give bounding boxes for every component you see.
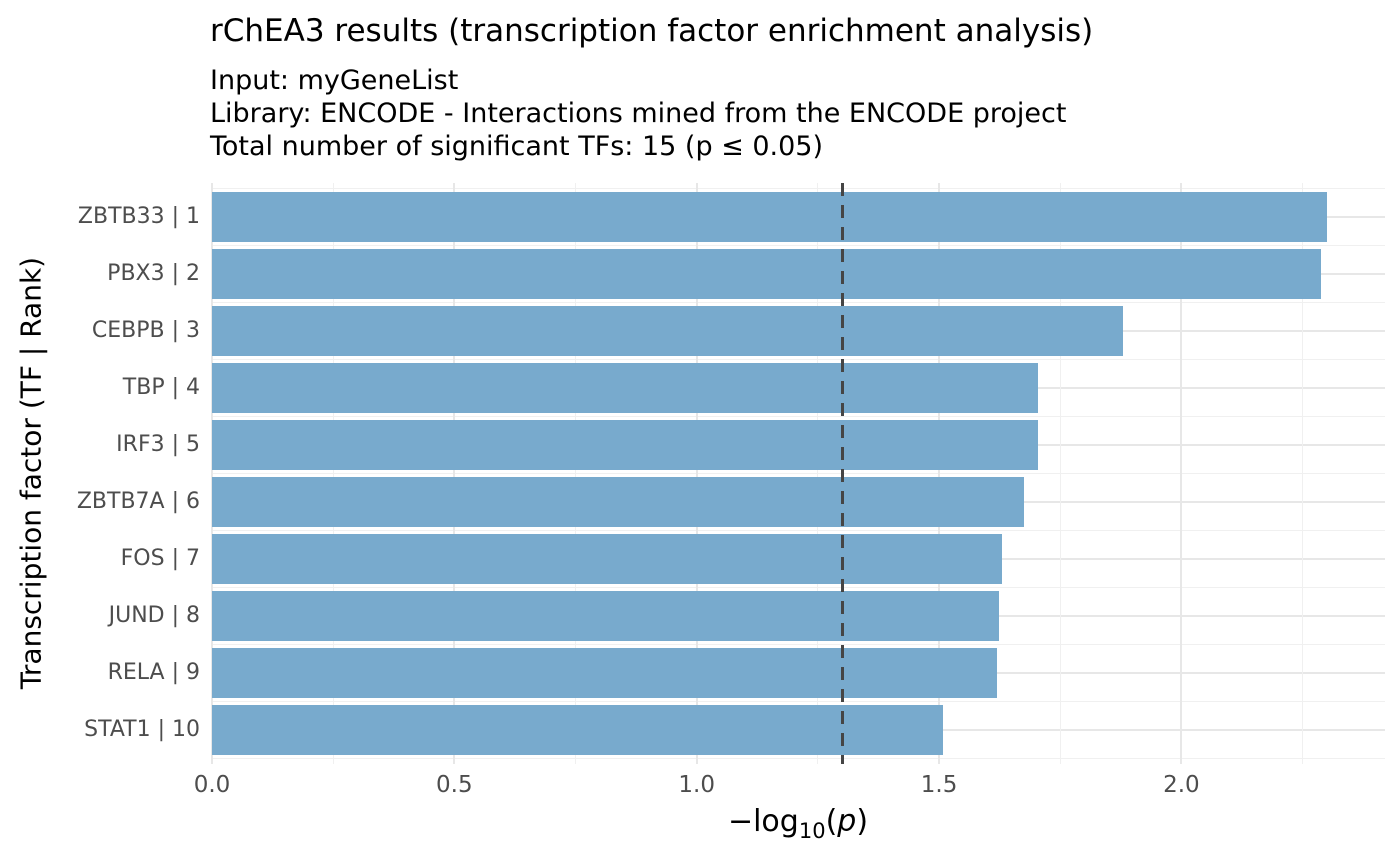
bar-zbtb7a bbox=[212, 477, 1025, 527]
gridline-y-minor bbox=[212, 245, 1385, 246]
x-axis-title-subscript: 10 bbox=[798, 819, 826, 843]
gridline-x-minor bbox=[1059, 183, 1061, 764]
gridline-x-minor bbox=[1302, 183, 1304, 764]
y-tick-label: FOS | 7 bbox=[120, 546, 200, 571]
chart-title: rChEA3 results (transcription factor enr… bbox=[210, 13, 1094, 49]
gridline-y-minor bbox=[212, 416, 1385, 417]
subtitle-input: Input: myGeneList bbox=[210, 65, 459, 96]
y-tick-label: RELA | 9 bbox=[107, 660, 200, 685]
gridline-x-major bbox=[453, 183, 456, 764]
y-tick-label: ZBTB7A | 6 bbox=[76, 489, 200, 514]
x-axis-title-prefix: −log bbox=[727, 804, 799, 839]
x-axis-title: −log10(p) bbox=[727, 804, 869, 842]
y-tick-label: CEBPB | 3 bbox=[91, 318, 200, 343]
y-tick-label: TBP | 4 bbox=[122, 375, 200, 400]
gridline-x-minor bbox=[575, 183, 577, 764]
bar-stat1 bbox=[212, 705, 944, 755]
gridline-x-major bbox=[1180, 183, 1183, 764]
gridline-x-major bbox=[695, 183, 698, 764]
gridline-x-minor bbox=[332, 183, 334, 764]
bar-tbp bbox=[212, 363, 1039, 413]
gridline-y-minor bbox=[212, 644, 1385, 645]
subtitle-library: Library: ENCODE - Interactions mined fro… bbox=[210, 98, 1067, 129]
x-axis-title-close-paren: ) bbox=[856, 804, 869, 839]
x-tick-label: 0.0 bbox=[193, 772, 231, 798]
x-tick-label: 1.0 bbox=[678, 772, 715, 798]
y-tick-label: ZBTB33 | 1 bbox=[77, 204, 200, 229]
subtitle-total: Total number of significant TFs: 15 (p ≤… bbox=[210, 131, 824, 162]
gridline-y-minor bbox=[212, 188, 1385, 189]
y-tick-label: PBX3 | 2 bbox=[107, 261, 200, 286]
x-tick-label: 2.0 bbox=[1163, 772, 1200, 798]
bar-cebpb bbox=[212, 306, 1124, 356]
y-tick-label: IRF3 | 5 bbox=[116, 432, 200, 457]
gridline-y-minor bbox=[212, 302, 1385, 303]
bar-rela bbox=[212, 648, 997, 698]
bar-irf3 bbox=[212, 420, 1039, 470]
gridline-x-major bbox=[938, 183, 941, 764]
gridline-y-minor bbox=[212, 359, 1385, 360]
x-tick-label: 0.5 bbox=[436, 772, 473, 798]
gridline-y-minor bbox=[212, 758, 1385, 759]
chart-subtitle: Input: myGeneList Library: ENCODE - Inte… bbox=[210, 64, 1066, 163]
bar-fos bbox=[212, 534, 1002, 584]
plot-panel bbox=[211, 183, 1385, 764]
gridline-y-minor bbox=[212, 473, 1385, 474]
x-tick-label: 1.5 bbox=[920, 772, 958, 798]
gridline-y-minor bbox=[212, 701, 1385, 702]
x-axis-title-open-paren: ( bbox=[825, 804, 838, 839]
y-tick-label: STAT1 | 10 bbox=[84, 717, 200, 742]
bar-zbtb33 bbox=[212, 192, 1327, 242]
gridline-x-minor bbox=[817, 183, 819, 764]
y-tick-label: JUND | 8 bbox=[108, 603, 200, 628]
significance-threshold-line bbox=[841, 183, 845, 764]
gridline-x-major bbox=[211, 183, 213, 764]
gridline-y-minor bbox=[212, 587, 1385, 588]
x-axis-title-variable: p bbox=[837, 804, 857, 839]
bar-jund bbox=[212, 591, 999, 641]
gridline-y-minor bbox=[212, 530, 1385, 531]
bar-pbx3 bbox=[212, 249, 1321, 299]
